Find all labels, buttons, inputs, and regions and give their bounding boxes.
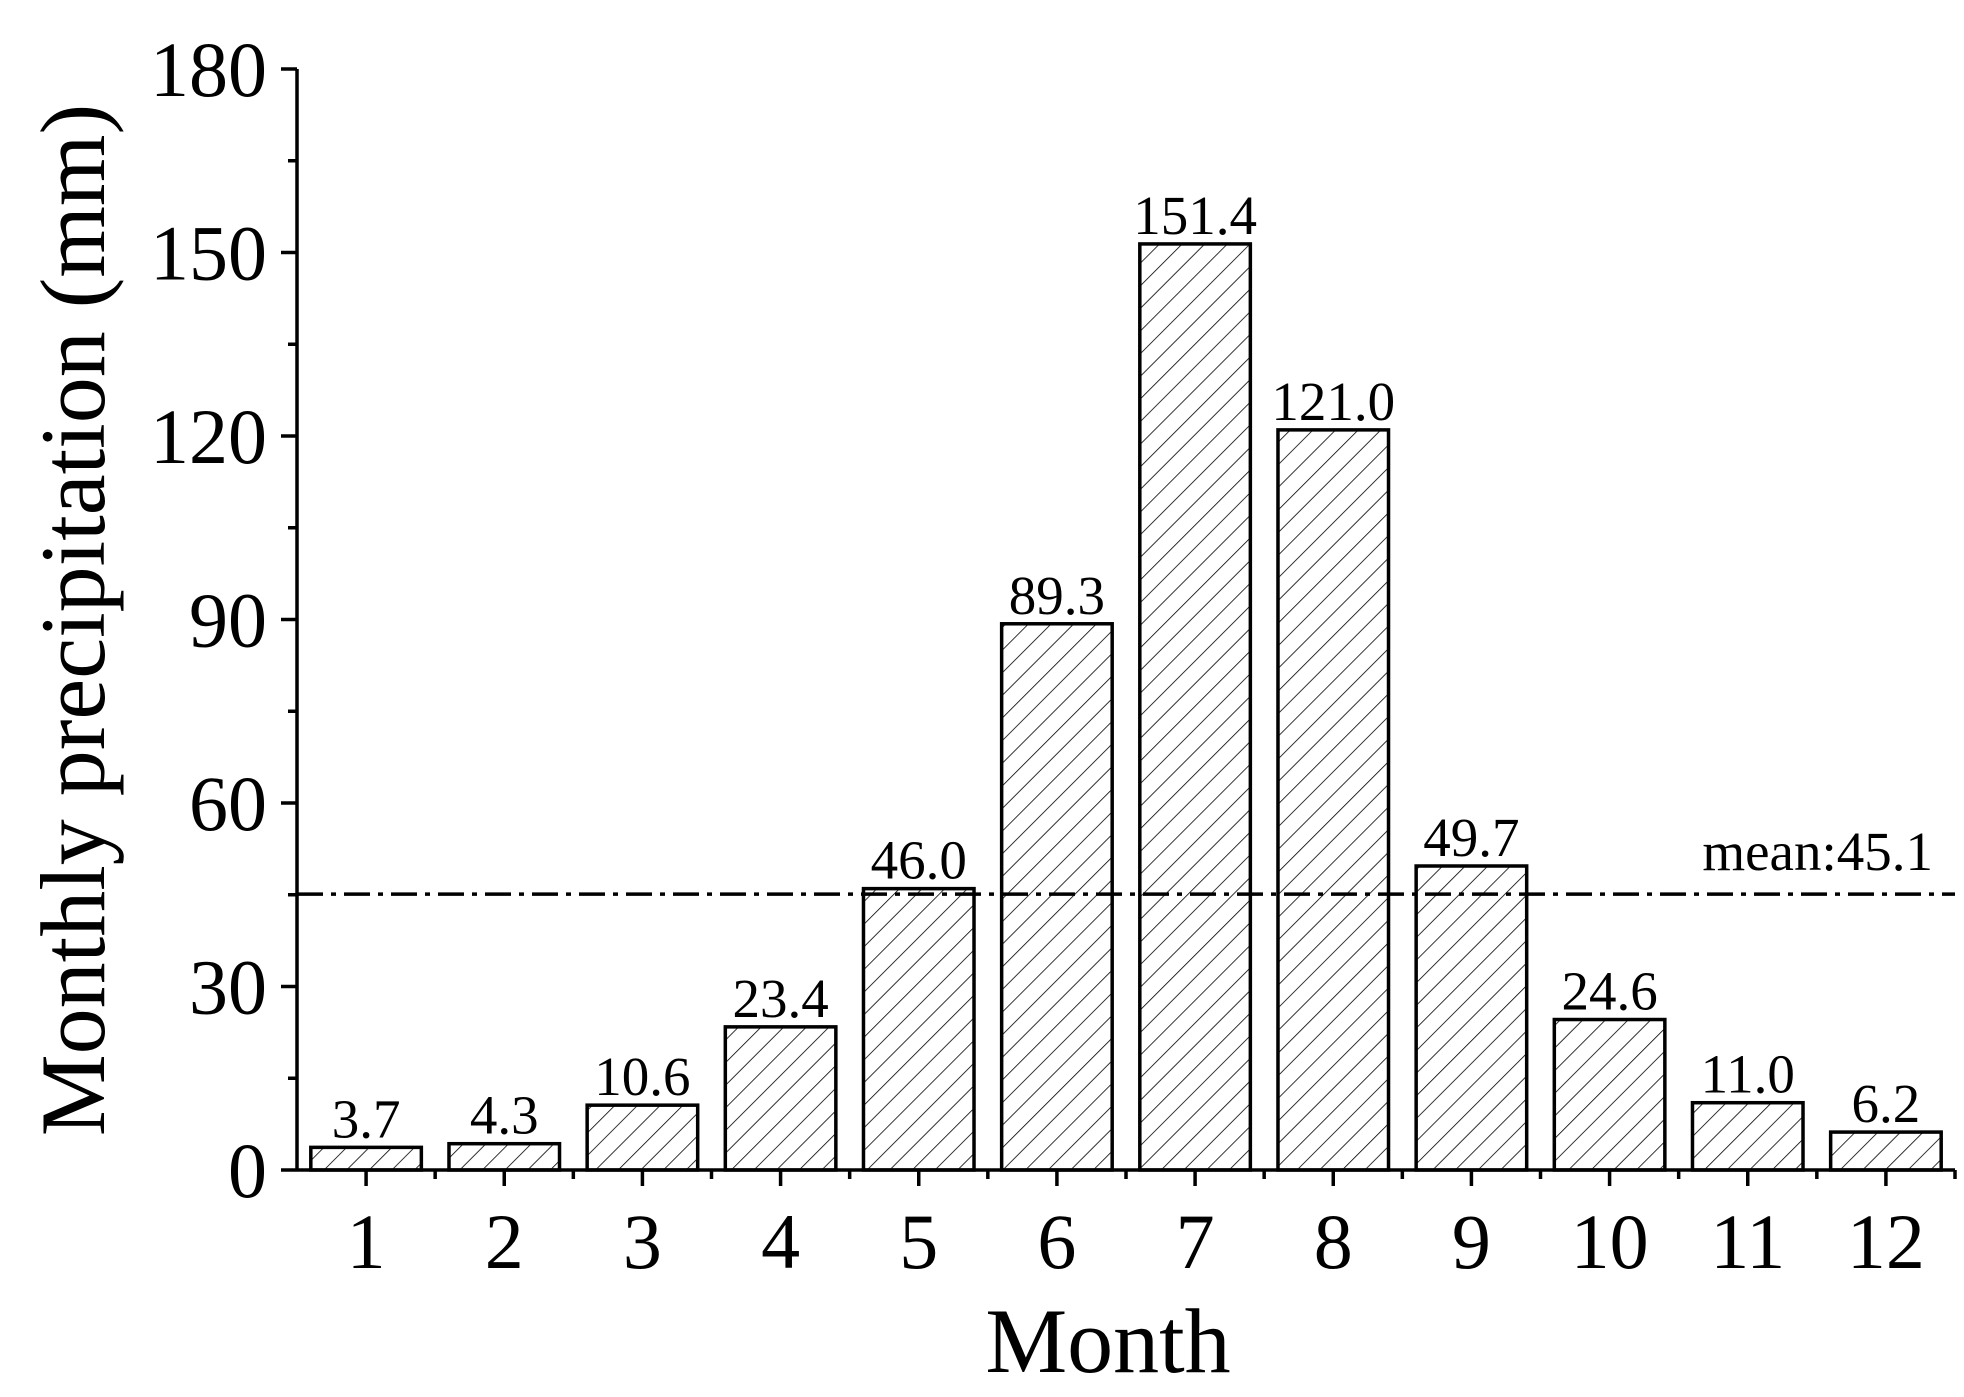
bar-value-label: 6.2: [1852, 1073, 1921, 1134]
bar-value-label: 49.7: [1423, 807, 1519, 868]
bar-month-9: [1414, 864, 1529, 1172]
y-tick-label: 120: [150, 393, 267, 480]
y-tick-label: 60: [189, 760, 267, 847]
bar-value-label: 3.7: [332, 1088, 401, 1149]
bar-month-10: [1552, 1017, 1667, 1172]
bar-month-1: [309, 1145, 424, 1172]
mean-reference: mean:45.1: [297, 821, 1955, 896]
y-tick-label: 0: [228, 1127, 267, 1214]
bar-month-7: [1138, 242, 1253, 1172]
x-tick-label: 9: [1452, 1198, 1491, 1285]
bar-month-3: [585, 1103, 700, 1172]
bar-value-label: 11.0: [1701, 1044, 1795, 1105]
bar-month-6: [999, 622, 1114, 1172]
x-tick-label: 11: [1710, 1198, 1785, 1285]
bar-month-12: [1828, 1130, 1943, 1172]
bar-value-label: 89.3: [1009, 565, 1105, 626]
x-tick-label: 5: [899, 1198, 938, 1285]
x-tick-label: 7: [1176, 1198, 1215, 1285]
y-tick-label: 150: [150, 210, 267, 297]
x-tick-label: 4: [761, 1198, 800, 1285]
x-tick-label: 12: [1847, 1198, 1925, 1285]
y-tick-label: 180: [150, 26, 267, 113]
mean-label: mean:45.1: [1702, 821, 1933, 882]
bar-month-11: [1690, 1100, 1805, 1172]
bar-month-4: [723, 1025, 838, 1172]
x-tick-label: 2: [485, 1198, 524, 1285]
bar-value-label: 121.0: [1271, 371, 1395, 432]
bar-month-8: [1276, 428, 1391, 1172]
bar-month-5: [861, 886, 976, 1172]
x-tick-label: 10: [1571, 1198, 1649, 1285]
x-tick-label: 6: [1037, 1198, 1076, 1285]
x-axis-title: Month: [985, 1290, 1230, 1392]
bar-value-label: 23.4: [732, 968, 828, 1029]
bar-value-labels: 3.7 4.3 10.6 23.4 46.0 89.3 151.4 121.0 49.7 24.6…: [332, 185, 1921, 1149]
bar-value-label: 46.0: [871, 830, 967, 891]
x-tick-label: 3: [623, 1198, 662, 1285]
bars: [309, 242, 1943, 1172]
x-tick-label: 8: [1314, 1198, 1353, 1285]
bar-value-label: 4.3: [470, 1085, 539, 1146]
bar-value-label: 10.6: [594, 1046, 690, 1107]
y-axis-title: Monthly precipitation (mm): [22, 104, 124, 1136]
bar-month-2: [447, 1141, 562, 1172]
x-tick-label: 1: [347, 1198, 386, 1285]
bar-value-label: 24.6: [1561, 961, 1657, 1022]
y-tick-label: 30: [189, 944, 267, 1031]
bar-value-label: 151.4: [1133, 185, 1257, 246]
y-tick-label: 90: [189, 577, 267, 664]
